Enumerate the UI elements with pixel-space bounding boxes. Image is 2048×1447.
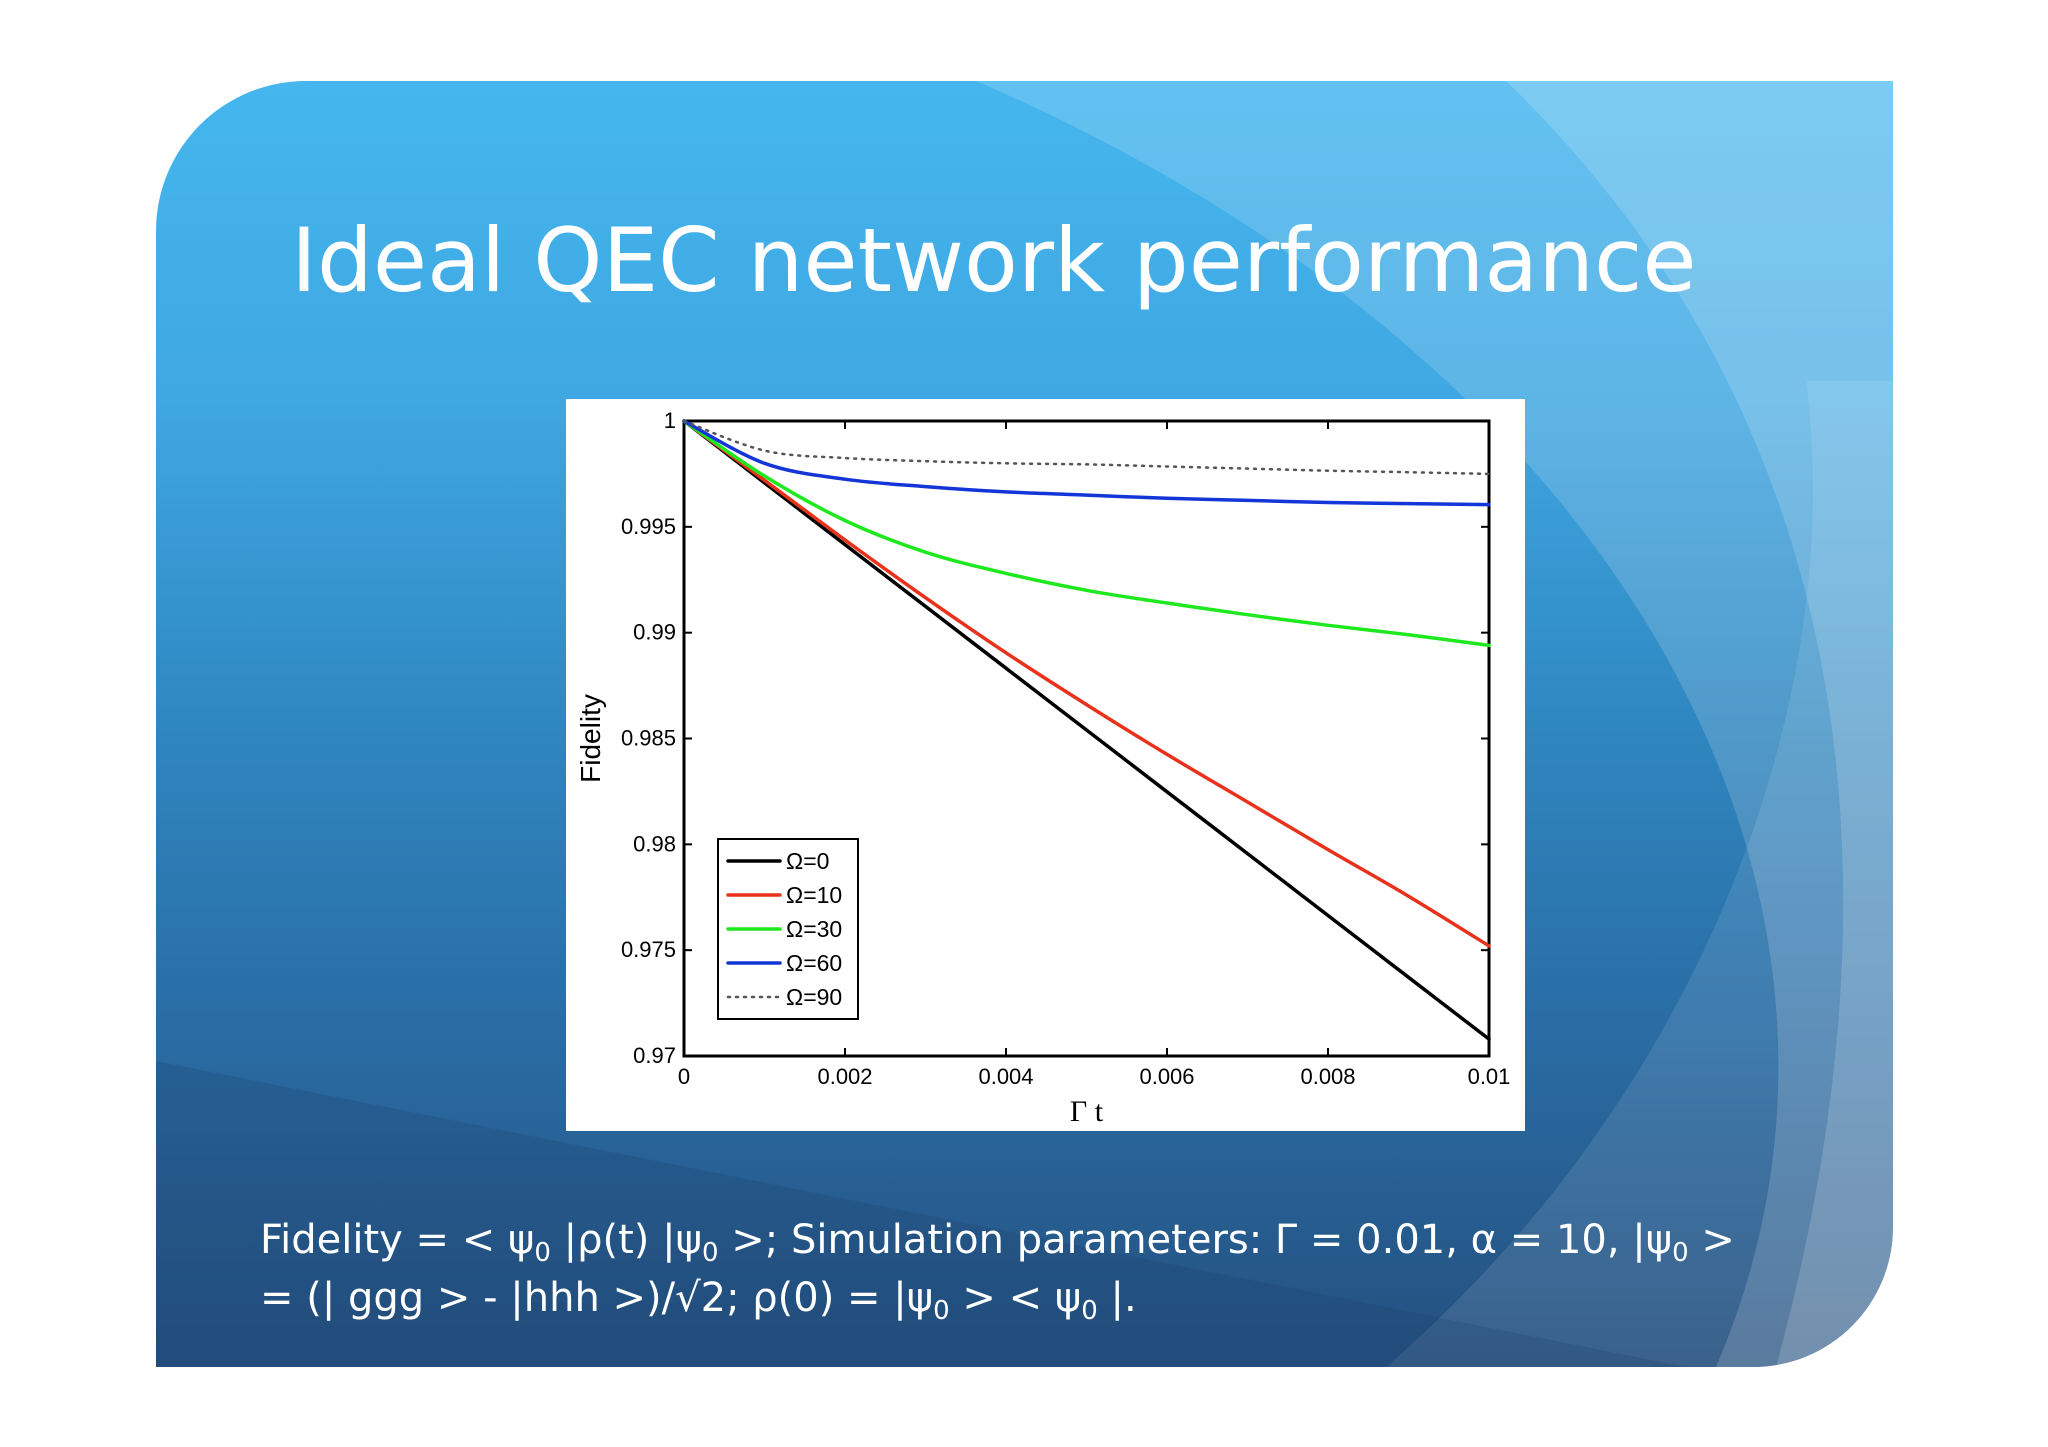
caption-text: |ρ(t) |ψ — [550, 1217, 702, 1263]
y-axis-label: Fidelity — [575, 694, 606, 783]
x-tick-label: 0 — [678, 1064, 690, 1089]
legend-label: Ω=0 — [786, 848, 829, 874]
y-tick-label: 1 — [664, 408, 676, 433]
series-line — [682, 419, 1491, 507]
subscript: 0 — [1672, 1238, 1689, 1268]
subscript: 0 — [534, 1238, 551, 1268]
caption-text: |. — [1097, 1275, 1137, 1321]
legend-label: Ω=30 — [786, 916, 842, 942]
series-line — [682, 419, 1491, 476]
decorative-swooshes — [156, 81, 1893, 1367]
x-tick-label: 0.006 — [1139, 1064, 1194, 1089]
y-tick-label: 0.98 — [633, 831, 676, 856]
y-tick-label: 0.99 — [633, 620, 676, 645]
y-tick-label: 0.975 — [621, 937, 676, 962]
series-line — [682, 419, 1491, 648]
caption-text: = (| ggg > - |hhh >)/√2; ρ(0) = |ψ — [260, 1275, 934, 1321]
legend-label: Ω=60 — [786, 950, 842, 976]
series-line — [682, 419, 1491, 1041]
subscript: 0 — [1081, 1296, 1098, 1326]
legend-label: Ω=90 — [786, 984, 842, 1010]
x-tick-label: 0.008 — [1300, 1064, 1355, 1089]
series-line — [682, 419, 1491, 948]
slide-background: Ideal QEC network performance 0 0.002 0.00… — [156, 81, 1893, 1367]
chart-panel: 0 0.002 0.004 0.006 0.008 0.01 0.97 0.975 0.98 0.… — [566, 399, 1525, 1131]
caption-line-2: = (| ggg > - |hhh >)/√2; ρ(0) = |ψ0 > < … — [260, 1269, 1820, 1327]
caption-text: Fidelity = < ψ — [260, 1217, 535, 1263]
subscript: 0 — [701, 1238, 719, 1268]
caption-text: >; Simulation parameters: Γ = 0.01, α = … — [718, 1217, 1673, 1263]
caption-text: > < ψ — [949, 1275, 1082, 1321]
x-axis-label: Γ t — [1070, 1095, 1104, 1128]
x-tick-label: 0.01 — [1468, 1064, 1511, 1089]
legend-label: Ω=10 — [786, 882, 842, 908]
x-tick-label: 0.002 — [817, 1064, 872, 1089]
y-tick-label: 0.995 — [621, 514, 676, 539]
caption-text: > — [1688, 1217, 1735, 1263]
subscript: 0 — [933, 1296, 950, 1326]
y-tick-label: 0.985 — [621, 726, 676, 751]
y-tick-label: 0.97 — [633, 1043, 676, 1068]
caption-line-1: Fidelity = < ψ0 |ρ(t) |ψ0 >; Simulation … — [260, 1211, 1820, 1269]
x-tick-label: 0.004 — [978, 1064, 1033, 1089]
slide-title: Ideal QEC network performance — [291, 209, 1697, 312]
fidelity-chart: 0 0.002 0.004 0.006 0.008 0.01 0.97 0.975 0.98 0.… — [575, 408, 1511, 1128]
caption: Fidelity = < ψ0 |ρ(t) |ψ0 >; Simulation … — [260, 1211, 1820, 1327]
